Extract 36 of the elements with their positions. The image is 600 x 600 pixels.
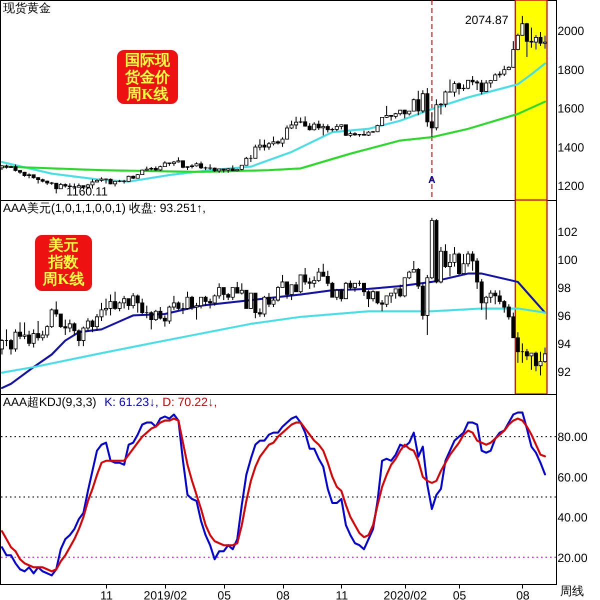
x-tick-label: 05: [452, 588, 467, 600]
y-tick-label: 1600: [558, 102, 585, 116]
y-tick-label: 2000: [558, 24, 585, 38]
x-tick-label: 08: [276, 588, 290, 600]
annotation: 美元指数周K线: [42, 236, 84, 288]
series-label: K: 61.23↓,: [104, 395, 158, 409]
y-tick-label: 1200: [558, 179, 585, 194]
y-tick-label: 1800: [558, 62, 585, 77]
x-tick-label: 2019/02: [144, 588, 188, 600]
ref-line-label: A: [428, 175, 436, 186]
line-series: [0, 307, 546, 374]
x-tick-label: 11: [336, 588, 348, 600]
y-tick-label: 100: [558, 253, 578, 268]
y-tick-label: 102: [558, 225, 578, 240]
y-tick-label: 1400: [558, 140, 585, 154]
annotation: 1160.11: [66, 184, 108, 198]
y-tick-label: 94: [558, 336, 572, 351]
y-tick-label: 40.00: [558, 510, 588, 525]
y-tick-label: 92: [558, 364, 572, 379]
series-label: D: 70.22↓,: [162, 395, 218, 409]
x-tick-label: 2020/02: [384, 588, 428, 600]
annotation: 国际现货金价周K线: [124, 53, 171, 103]
y-tick-label: 98: [558, 281, 572, 296]
x-tick-label: 05: [218, 588, 232, 600]
x-tick-label: 11: [100, 588, 114, 600]
line-series: [0, 272, 546, 389]
y-tick-label: 60.00: [558, 470, 588, 484]
y-tick-label: 96: [558, 308, 572, 323]
annotation: 2074.87: [464, 12, 509, 27]
x-tick-label: 08: [516, 588, 530, 600]
chart-title: AAA美元(1,0,1,1,0,0,1) 收盘: 93.251↑,: [3, 201, 206, 215]
chart-title: 现货黄金: [3, 1, 51, 15]
chart-title: AAA超KDJ(9,3,3): [3, 395, 96, 409]
y-tick-label: 20.00: [558, 550, 588, 565]
y-tick-label: 80.00: [558, 430, 588, 444]
text: 周线: [560, 584, 584, 598]
